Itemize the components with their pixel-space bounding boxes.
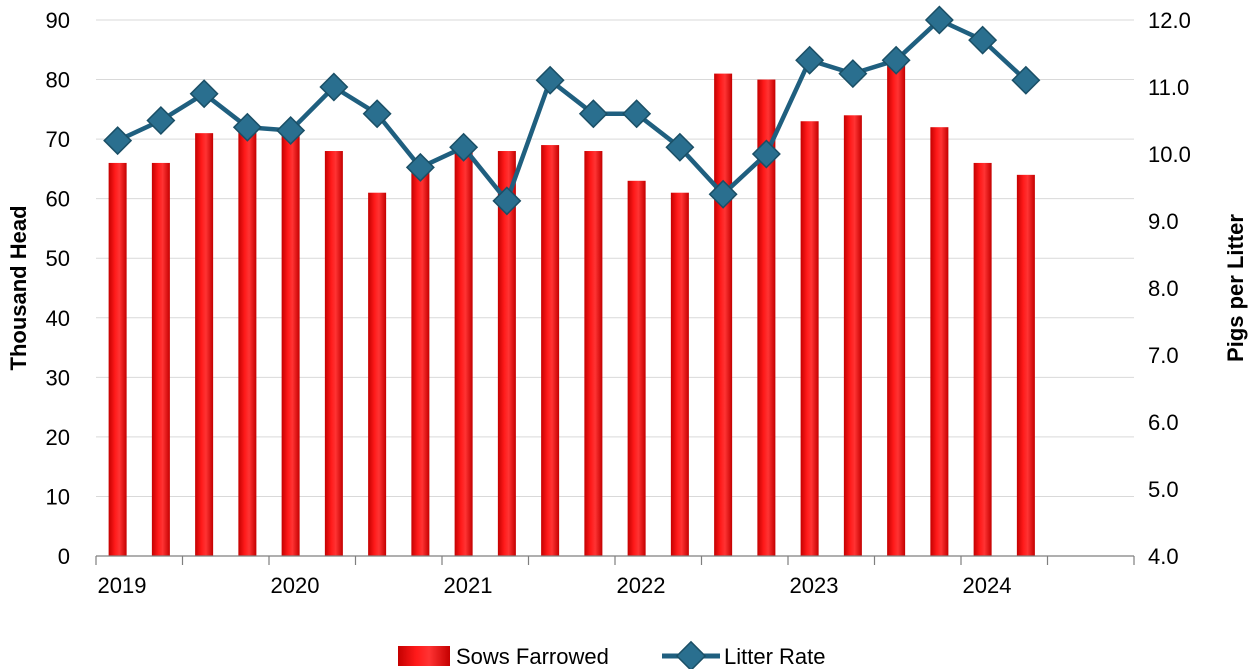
- litter-rate-point-16: [795, 45, 825, 75]
- bar-sows-farrowed-0: [108, 162, 127, 556]
- bar-sows-farrowed-13: [670, 192, 689, 556]
- litter-rate-point-10: [535, 65, 565, 95]
- legend: Sows Farrowed Litter Rate: [398, 640, 826, 669]
- right-tick-label: 4.0: [1148, 544, 1179, 569]
- right-tick-label: 12.0: [1148, 8, 1191, 33]
- litter-rate-point-20: [968, 25, 998, 55]
- bar-sows-farrowed-20: [973, 162, 992, 556]
- left-axis-ticks: 0 10 20 30 40 50 60 70 80 90: [46, 8, 70, 569]
- litter-rate-point-7: [405, 152, 435, 182]
- bar-sows-farrowed-12: [627, 180, 646, 557]
- bar-sows-farrowed-7: [411, 168, 430, 556]
- bar-sows-farrowed-3: [238, 127, 257, 556]
- right-tick-label: 10.0: [1148, 142, 1191, 167]
- y-axis-left-title: Thousand Head: [6, 205, 31, 370]
- litter-rate-point-1: [146, 106, 176, 135]
- axes: [95, 555, 1135, 565]
- x-axis-ticks: 2019 2020 2021 2022 2023 2024: [98, 573, 1012, 598]
- left-tick-label: 20: [46, 425, 70, 450]
- left-tick-label: 60: [46, 187, 70, 212]
- litter-rate-point-18: [881, 45, 911, 75]
- bar-sows-farrowed-9: [497, 151, 516, 556]
- right-tick-label: 11.0: [1148, 75, 1189, 100]
- bar-sows-farrowed-19: [930, 127, 949, 556]
- litter-rate-point-4: [276, 116, 306, 146]
- bar-series-sows-farrowed: [108, 61, 1035, 557]
- left-tick-label: 0: [58, 544, 70, 569]
- litter-rate-point-11: [578, 99, 608, 129]
- bar-sows-farrowed-2: [195, 133, 214, 556]
- left-tick-label: 90: [46, 8, 70, 33]
- bar-sows-farrowed-16: [800, 121, 819, 556]
- left-tick-label: 70: [46, 127, 70, 152]
- legend-label-sows-farrowed: Sows Farrowed: [456, 644, 609, 669]
- legend-swatch-litter-rate-marker: [675, 640, 707, 669]
- litter-rate-point-8: [449, 132, 479, 162]
- x-tick-label: 2022: [617, 573, 666, 598]
- right-tick-label: 5.0: [1148, 477, 1179, 502]
- litter-rate-point-13: [665, 132, 695, 162]
- line-series-litter-rate: [103, 5, 1041, 216]
- bar-sows-farrowed-18: [887, 61, 906, 556]
- left-tick-label: 30: [46, 365, 70, 390]
- bar-sows-farrowed-21: [1016, 174, 1035, 556]
- bar-sows-farrowed-4: [281, 127, 300, 556]
- litter-rate-point-19: [924, 5, 954, 35]
- litter-rate-point-0: [103, 126, 133, 156]
- legend-label-litter-rate: Litter Rate: [724, 644, 826, 669]
- x-tick-label: 2023: [790, 573, 839, 598]
- litter-rate-point-3: [232, 112, 262, 142]
- bar-sows-farrowed-8: [454, 151, 473, 556]
- litter-rate-point-2: [189, 79, 219, 109]
- bar-sows-farrowed-5: [324, 151, 343, 556]
- litter-rate-point-15: [751, 139, 781, 169]
- right-axis-ticks: 4.0 5.0 6.0 7.0 8.0 9.0 10.0 11.0 12.0: [1148, 8, 1191, 569]
- bar-sows-farrowed-15: [757, 79, 776, 557]
- left-tick-label: 40: [46, 306, 70, 331]
- x-tick-label: 2019: [98, 573, 147, 598]
- right-tick-label: 7.0: [1148, 343, 1179, 368]
- y-axis-right-title: Pigs per Litter: [1223, 214, 1248, 362]
- litter-rate-point-6: [362, 99, 392, 129]
- legend-swatch-sows-farrowed: [398, 646, 450, 666]
- litter-rate-point-9: [492, 186, 522, 216]
- bar-sows-farrowed-14: [714, 73, 733, 556]
- right-tick-label: 9.0: [1148, 209, 1179, 234]
- litter-rate-point-21: [1011, 65, 1041, 95]
- bar-sows-farrowed-11: [584, 151, 603, 556]
- litter-rate-point-5: [319, 72, 349, 102]
- litter-rate-line: [116, 17, 1028, 204]
- right-tick-label: 8.0: [1148, 276, 1179, 301]
- litter-rate-point-17: [838, 59, 868, 89]
- left-tick-label: 50: [46, 246, 70, 271]
- x-tick-label: 2024: [963, 573, 1012, 598]
- right-tick-label: 6.0: [1148, 410, 1179, 435]
- litter-rate-point-12: [622, 99, 652, 129]
- bar-sows-farrowed-1: [151, 162, 170, 556]
- x-tick-label: 2021: [444, 573, 493, 598]
- left-tick-label: 80: [46, 68, 70, 93]
- bar-sows-farrowed-17: [843, 115, 862, 557]
- litter-rate-point-14: [708, 179, 738, 209]
- bar-sows-farrowed-6: [368, 192, 387, 556]
- left-tick-label: 10: [46, 484, 70, 509]
- gridlines: [96, 19, 1134, 497]
- bar-sows-farrowed-10: [541, 145, 560, 557]
- x-tick-label: 2020: [271, 573, 320, 598]
